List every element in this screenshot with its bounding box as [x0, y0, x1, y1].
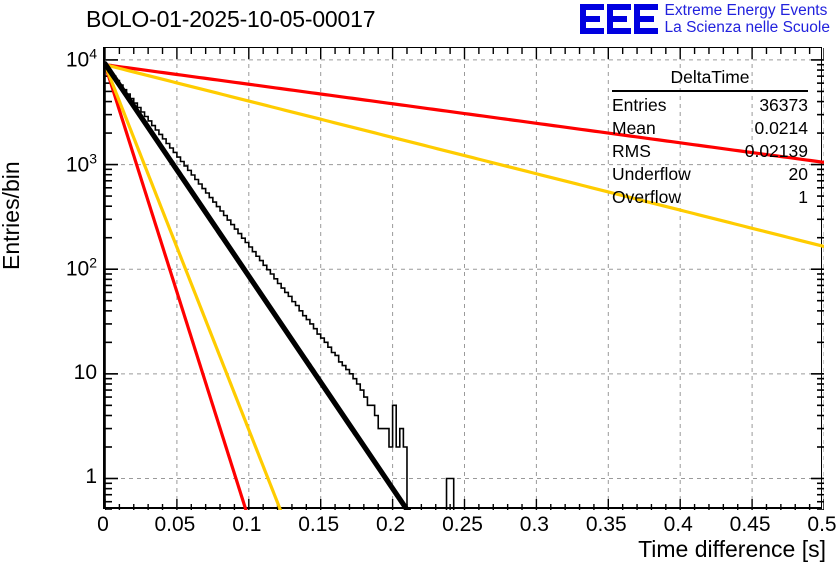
x-tick-label: 0.4	[663, 513, 693, 536]
eee-logo-letter-icon	[633, 4, 658, 35]
stats-row-value: 1	[798, 187, 808, 208]
stats-row: Entries 36373	[612, 94, 808, 117]
y-tick-label: 103	[65, 150, 97, 177]
data-curves	[105, 61, 824, 510]
stats-row-value: 36373	[759, 95, 808, 116]
stats-row: Overflow 1	[612, 186, 808, 209]
stats-row-value: 0.02139	[744, 141, 808, 162]
eee-logo-line2: La Scienza nelle Scuole	[664, 19, 830, 37]
x-tick-label: 0.3	[519, 513, 549, 536]
x-tick-label: 0.35	[585, 513, 627, 536]
x-tick-label: 0.45	[729, 513, 771, 536]
eee-logo-letter-icon	[606, 4, 631, 35]
eee-logo-letter-icon	[579, 4, 604, 35]
stats-rows: Entries 36373 Mean 0.0214 RMS 0.02139 Underflo…	[612, 94, 808, 209]
x-tick-label: 0.15	[298, 513, 340, 536]
x-tick-label: 0.1	[232, 513, 262, 536]
eee-logo-text: Extreme Energy Events La Scienza nelle S…	[665, 2, 830, 37]
eee-logo-line1: Extreme Energy Events	[664, 2, 828, 19]
x-tick-label: 0.2	[375, 513, 406, 536]
stats-row-key: Underflow	[612, 164, 691, 185]
x-tick-label: 0	[97, 513, 109, 536]
plot-frame	[103, 47, 824, 510]
eee-logo: Extreme Energy Events La Scienza nelle S…	[579, 2, 830, 37]
eee-logo-mark	[579, 4, 658, 35]
stats-row-key: Mean	[612, 118, 656, 139]
stats-row: Underflow 20	[612, 163, 808, 186]
x-tick-label: 0.05	[154, 513, 196, 536]
stats-row-key: RMS	[612, 141, 651, 162]
stats-row-value: 0.0214	[754, 118, 808, 139]
stats-row-key: Overflow	[612, 187, 682, 208]
x-tick-label: 0.25	[442, 513, 483, 536]
stats-divider	[612, 90, 808, 93]
y-tick-label: 10	[73, 360, 97, 384]
x-tick-label: 0.5	[807, 513, 836, 536]
y-axis-title: Entries/bin	[0, 161, 24, 270]
y-tick-label: 102	[65, 254, 97, 281]
stats-row-key: Entries	[612, 95, 667, 116]
x-axis-title: Time difference [s]	[638, 536, 826, 562]
stats-title: DeltaTime	[670, 67, 750, 87]
y-tick-label: 1	[85, 465, 97, 489]
stats-row: RMS 0.02139	[612, 140, 808, 163]
stats-row-value: 20	[788, 164, 808, 185]
stats-row: Mean 0.0214	[612, 117, 808, 140]
plot-canvas	[105, 48, 824, 510]
page-title: BOLO-01-2025-10-05-00017	[86, 6, 376, 32]
statistics-box: DeltaTime Entries 36373 Mean 0.0214 RMS 0.021…	[612, 66, 808, 210]
y-tick-label: 104	[65, 45, 97, 72]
axis-ticks	[105, 48, 824, 510]
